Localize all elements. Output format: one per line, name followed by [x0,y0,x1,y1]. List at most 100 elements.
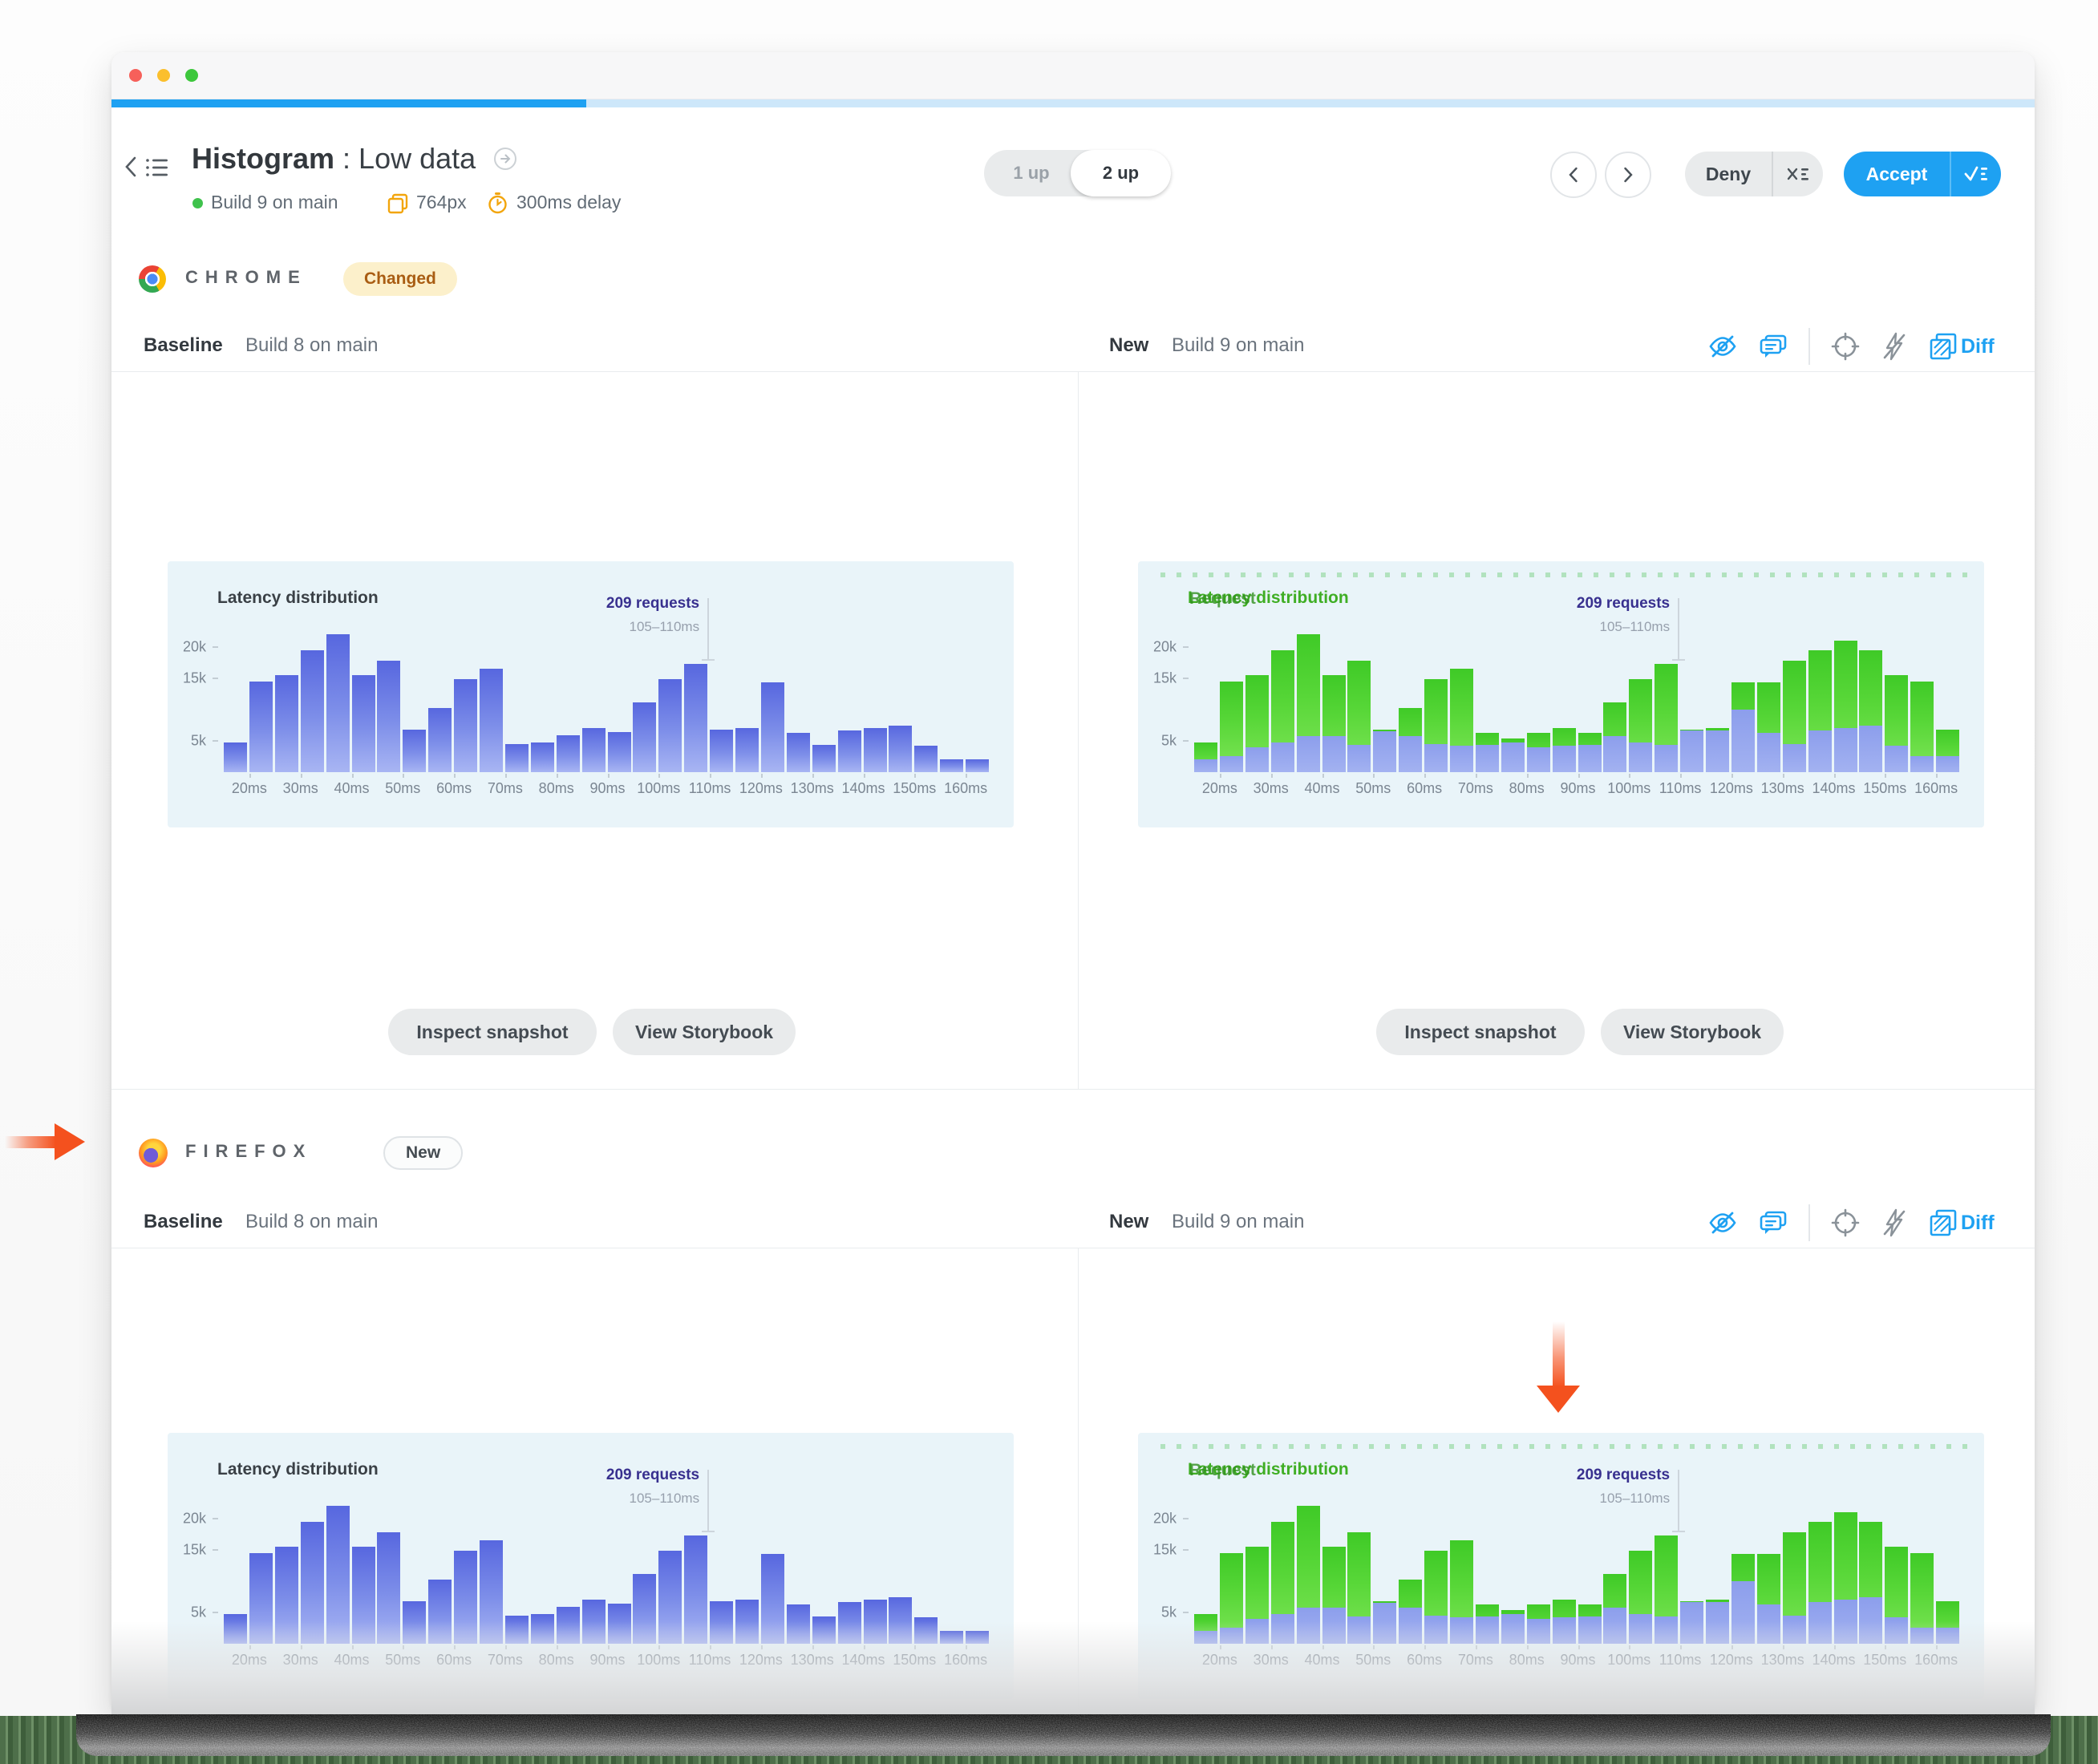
chart-bar-baseline-overlay [1219,1628,1243,1644]
x-axis-tick [1936,774,1938,778]
x-axis-label: 80ms [1509,1652,1545,1668]
x-axis-tick [1782,774,1784,778]
chart-bar-baseline-overlay [1399,736,1423,772]
toggle-1up-option[interactable]: 1 up [1013,163,1050,183]
x-axis-label: 30ms [1253,1652,1289,1668]
chart-bar [351,675,375,772]
accept-batch-button[interactable] [1951,164,2001,184]
chart-bar [812,1616,836,1644]
view-storybook-button[interactable]: View Storybook [1601,1009,1784,1055]
new-build: Build 9 on main [1172,1211,1305,1232]
back-button[interactable] [121,155,142,183]
snapshot-new-chrome[interactable]: Latency Request distribution 5k 15k 20k 20ms 3… [1138,561,1984,827]
x-axis-tick [454,774,456,778]
deny-batch-icon [1787,168,1808,180]
x-axis-label: 80ms [538,1652,574,1668]
diff-toggle-button[interactable]: Diff [1929,1208,1995,1237]
comments-button[interactable] [1759,1210,1788,1236]
chart-bar [735,728,759,772]
inspect-snapshot-button[interactable]: Inspect snapshot [388,1009,597,1055]
focus-target-button[interactable] [1831,332,1860,361]
chevron-left-icon [125,156,136,177]
interactions-off-button[interactable] [1881,332,1908,361]
x-axis-label: 160ms [944,780,988,796]
x-axis-tick [658,1645,661,1649]
view-storybook-button[interactable]: View Storybook [613,1009,796,1055]
annotation-line [1678,598,1680,660]
chart-bar-baseline-overlay [1859,1597,1883,1644]
chart-bar-baseline-overlay [1782,1616,1806,1644]
deny-button[interactable]: Deny [1705,163,1752,184]
chart-bar-baseline-overlay [1270,742,1294,772]
chart-bar [966,1631,990,1644]
chart-bar [633,1574,657,1644]
bezel-noise-band [76,1714,2051,1756]
interactions-off-button[interactable] [1881,1208,1908,1237]
lightning-off-icon [1883,1208,1906,1237]
story-list-button[interactable] [145,157,169,182]
hide-baseline-button[interactable] [1707,1210,1738,1236]
snapshot-new-firefox[interactable]: Latency Request distribution 5k 15k 20k 20ms 3… [1138,1433,1984,1699]
chart-bar-baseline-overlay [1373,731,1397,772]
y-axis-label: 15k [1152,670,1177,686]
x-axis-label: 50ms [1355,1652,1391,1668]
x-axis-label: 40ms [1304,780,1340,796]
traffic-light-close-button[interactable] [129,69,142,82]
x-axis-tick [1885,1645,1887,1649]
diff-toggle-button[interactable]: Diff [1929,332,1995,361]
x-axis-label: 80ms [538,780,574,796]
comments-button[interactable] [1759,334,1788,359]
chart-bar-baseline-overlay [1526,747,1550,772]
snapshot-baseline-firefox[interactable]: Latency distribution 5k 15k 20k 20ms 30ms 40ms… [168,1433,1014,1699]
inspect-snapshot-button[interactable]: Inspect snapshot [1376,1009,1585,1055]
chart-bar [889,1597,913,1644]
previous-change-button[interactable] [1550,152,1597,198]
next-change-button[interactable] [1605,152,1651,198]
x-axis-tick [1629,774,1631,778]
x-axis-label: 110ms [688,780,731,796]
status-badge-new: New [383,1136,464,1170]
open-story-arrow-icon[interactable] [493,147,517,171]
chart-bar [326,634,350,772]
x-axis-tick [300,1645,302,1649]
x-axis-label: 150ms [893,1652,937,1668]
x-axis-tick [1578,774,1580,778]
chart-bar-baseline-overlay [1756,1604,1780,1644]
hide-baseline-button[interactable] [1707,334,1738,359]
chart-bar-baseline-overlay [1296,1608,1320,1644]
x-axis-label: 40ms [1304,1652,1340,1668]
accept-batch-icon [1964,166,1987,181]
y-axis-label: 20k [182,1510,206,1527]
diff-label: Diff [1961,334,1995,358]
toggle-2up-option[interactable]: 2 up [1071,150,1171,196]
chart-bar-baseline-overlay [1424,744,1448,772]
chart-bar-baseline-overlay [1424,1616,1448,1644]
chart-bar-baseline-overlay [1629,742,1653,772]
story-name: Low data [358,142,476,175]
chart-bar-baseline-overlay [1808,1602,1832,1644]
focus-target-button[interactable] [1831,1208,1860,1237]
x-axis-label: 70ms [1457,780,1493,796]
comment-icon [1760,1211,1787,1234]
chart-bar-baseline-overlay [1578,745,1602,772]
chart-bar [504,1616,529,1644]
accept-button[interactable]: Accept [1865,163,1928,184]
snapshot-baseline-chrome[interactable]: Latency distribution 5k 15k 20k 20ms 30ms 40ms… [168,561,1014,827]
x-axis-tick [812,1645,814,1649]
x-axis-tick [607,1645,610,1649]
x-axis-tick [760,774,763,778]
x-axis-tick [658,774,661,778]
section-header-chrome: CHROME Changed [111,262,2035,297]
deny-batch-button[interactable] [1773,164,1823,184]
chart-bar-baseline-overlay [1245,747,1269,772]
traffic-light-minimize-button[interactable] [157,69,170,82]
x-axis-tick [556,1645,558,1649]
snapshot-toolbar: Diff [1707,1204,1995,1241]
x-axis-tick [249,774,251,778]
annotation-line-cap [702,659,715,662]
x-axis-tick [1373,774,1375,778]
chart-bar [224,742,247,772]
x-axis-tick [1680,774,1683,778]
traffic-light-zoom-button[interactable] [185,69,198,82]
x-axis-label: 40ms [334,780,370,796]
